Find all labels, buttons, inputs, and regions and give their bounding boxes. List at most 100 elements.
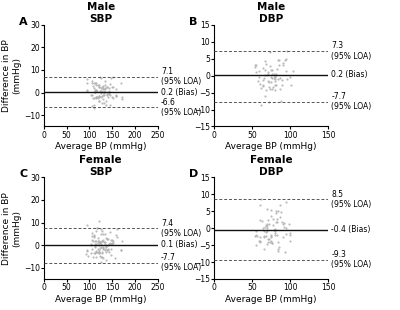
Point	[105, 85, 112, 90]
Point	[106, 250, 112, 255]
Point	[275, 77, 282, 82]
Point	[100, 232, 107, 237]
Point	[265, 79, 271, 84]
Point	[100, 239, 107, 244]
Point	[274, 232, 280, 237]
Point	[287, 232, 293, 237]
Point	[93, 248, 100, 253]
Point	[268, 232, 274, 237]
Point	[287, 74, 293, 79]
Point	[275, 247, 281, 252]
Point	[103, 235, 110, 240]
Point	[273, 220, 279, 225]
Point	[114, 227, 120, 232]
Point	[281, 220, 287, 225]
Point	[89, 84, 96, 89]
Point	[98, 90, 105, 95]
Point	[253, 242, 260, 247]
Point	[113, 232, 119, 237]
Point	[90, 239, 96, 244]
Point	[106, 91, 112, 96]
Point	[269, 68, 276, 73]
Point	[279, 235, 286, 240]
Point	[102, 86, 109, 91]
Point	[264, 207, 270, 212]
Point	[259, 219, 266, 224]
Point	[92, 244, 98, 249]
Point	[91, 233, 97, 238]
Point	[84, 89, 90, 94]
Point	[110, 74, 116, 79]
Point	[108, 241, 114, 246]
Point	[118, 247, 124, 252]
Point	[101, 101, 107, 106]
Point	[84, 248, 90, 253]
Point	[97, 89, 103, 94]
Point	[113, 92, 119, 97]
Point	[95, 247, 101, 252]
Point	[252, 64, 258, 69]
Point	[88, 92, 94, 97]
Point	[268, 214, 274, 219]
Point	[96, 242, 102, 247]
Point	[93, 255, 99, 259]
Point	[273, 210, 279, 215]
Title: Female
DBP: Female DBP	[250, 155, 292, 176]
Point	[108, 85, 115, 90]
Point	[260, 83, 267, 88]
Point	[269, 241, 275, 246]
Point	[84, 88, 90, 93]
Point	[106, 102, 113, 107]
Point	[99, 250, 105, 255]
Point	[268, 67, 274, 72]
Point	[102, 257, 109, 262]
Point	[98, 232, 104, 237]
Point	[113, 94, 120, 99]
Text: -6.6
(95% LOA): -6.6 (95% LOA)	[161, 98, 201, 117]
Point	[267, 50, 274, 55]
Point	[102, 243, 109, 248]
Point	[272, 228, 278, 233]
Point	[118, 238, 125, 243]
Point	[88, 243, 94, 248]
Point	[263, 62, 270, 67]
Point	[268, 79, 274, 84]
Point	[102, 249, 109, 254]
Point	[95, 83, 102, 88]
Point	[91, 95, 97, 100]
Point	[93, 228, 99, 233]
Point	[266, 85, 272, 90]
Point	[102, 241, 108, 246]
X-axis label: Average BP (mmHg): Average BP (mmHg)	[55, 142, 146, 151]
Point	[266, 222, 272, 227]
Point	[260, 82, 266, 87]
Point	[262, 223, 269, 228]
Point	[88, 242, 94, 247]
Point	[99, 238, 106, 243]
Point	[110, 238, 116, 243]
Point	[274, 239, 281, 244]
Point	[104, 91, 111, 96]
Point	[92, 81, 98, 86]
Point	[261, 246, 268, 251]
Point	[89, 80, 96, 85]
Point	[287, 238, 294, 243]
Point	[102, 83, 108, 88]
Point	[264, 73, 270, 78]
Point	[105, 246, 111, 251]
Point	[89, 231, 95, 236]
Point	[100, 245, 107, 250]
Point	[92, 90, 98, 95]
Point	[104, 237, 110, 242]
Point	[261, 234, 268, 239]
X-axis label: Average BP (mmHg): Average BP (mmHg)	[226, 295, 317, 304]
Point	[282, 200, 289, 205]
Point	[289, 69, 296, 74]
Point	[96, 251, 102, 256]
Point	[272, 87, 278, 92]
Point	[98, 259, 104, 264]
Point	[253, 232, 259, 237]
Point	[257, 239, 263, 244]
Point	[118, 247, 124, 252]
Point	[102, 86, 108, 91]
